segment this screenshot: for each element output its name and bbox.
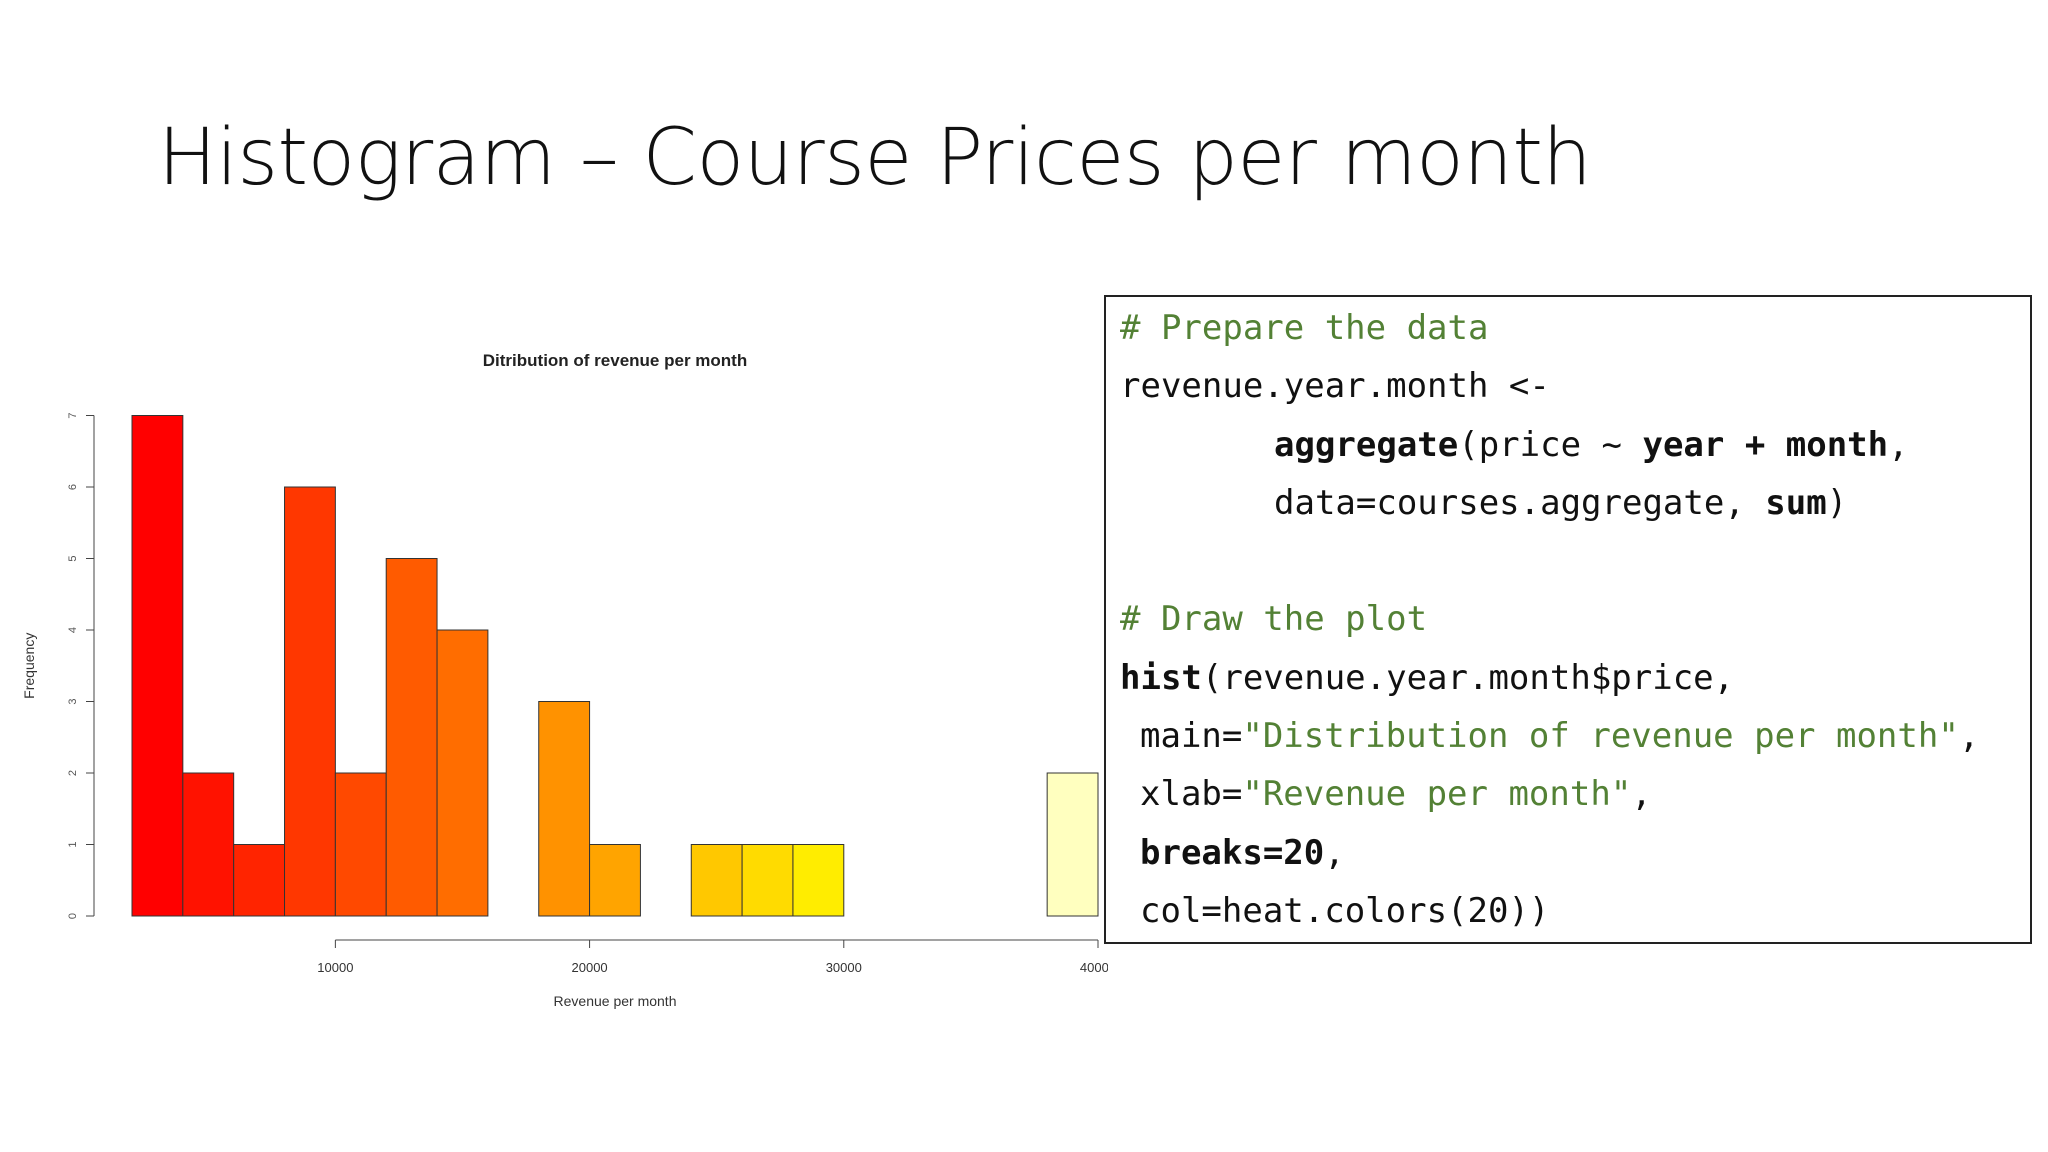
histogram-bar-13 <box>792 844 845 917</box>
code-lines: # Prepare the data revenue.year.month <- a… <box>1120 299 2030 940</box>
histogram-bar-8 <box>538 701 591 917</box>
histogram-bar-18 <box>1046 772 1099 917</box>
code-text: ) <box>1826 482 1848 523</box>
code-string: "Distribution of revenue per month" <box>1242 716 1959 757</box>
code-line: breaks=20, <box>1120 824 2030 882</box>
histogram-bar-5 <box>385 558 438 917</box>
code-line: main="Distribution of revenue per month"… <box>1120 707 2030 765</box>
histogram-svg: Ditribution of revenue per month Revenue… <box>21 351 1108 1009</box>
y-tick-label: 6 <box>67 484 79 490</box>
x-tick-label: 10000 <box>317 960 353 975</box>
code-comment: # Prepare the data <box>1120 308 1489 348</box>
code-line: revenue.year.month <- <box>1120 357 2030 415</box>
y-tick-label: 3 <box>67 698 79 704</box>
code-text: , <box>1324 832 1345 873</box>
code-block: # Prepare the data revenue.year.month <- a… <box>1104 295 2032 944</box>
y-tick-label: 4 <box>67 627 79 633</box>
x-tick-label: 20000 <box>572 960 608 975</box>
code-line <box>1120 532 2030 590</box>
histogram-chart: Ditribution of revenue per month Revenue… <box>8 320 1108 1152</box>
histogram-bar-9 <box>589 844 641 917</box>
histogram-bar-4 <box>334 772 387 917</box>
code-line: aggregate(price ~ year + month, <box>1120 416 2030 474</box>
histogram-bar-2 <box>233 844 286 917</box>
code-keyword: hist <box>1120 657 1202 698</box>
y-tick-label: 7 <box>67 412 79 418</box>
histogram-bar-11 <box>690 844 743 917</box>
y-tick-label: 0 <box>67 913 79 919</box>
code-text: (revenue.year.month$price, <box>1201 657 1735 698</box>
y-axis: 0 1 2 3 4 5 6 7 <box>67 412 95 919</box>
code-line: hist(revenue.year.month$price, <box>1120 649 2030 707</box>
code-text: xlab= <box>1140 774 1243 815</box>
code-keyword: sum <box>1765 482 1827 523</box>
code-text: , <box>1631 774 1652 815</box>
code-line: data=courses.aggregate, sum) <box>1120 474 2030 532</box>
y-tick-label: 2 <box>67 770 79 776</box>
y-tick-label: 1 <box>67 841 79 847</box>
x-axis-label: Revenue per month <box>554 993 677 1009</box>
y-tick-label: 5 <box>67 555 79 561</box>
code-text: , <box>1888 424 1909 465</box>
code-string: "Revenue per month" <box>1242 774 1632 815</box>
code-keyword: breaks=20 <box>1140 832 1325 873</box>
code-comment: # Draw the plot <box>1120 599 1428 640</box>
code-text: main= <box>1140 716 1243 757</box>
code-line: # Prepare the data <box>1120 299 2030 357</box>
x-tick-label: 30000 <box>826 960 862 975</box>
code-keyword: year + month <box>1642 424 1889 465</box>
chart-title: Ditribution of revenue per month <box>483 351 747 370</box>
code-line: # Draw the plot <box>1120 590 2030 648</box>
code-text: (price ~ <box>1458 424 1643 465</box>
code-text: , <box>1958 716 1980 757</box>
code-text: col=heat.colors(20)) <box>1140 890 1550 931</box>
histogram-bar-1 <box>182 772 235 917</box>
y-axis-label: Frequency <box>21 633 37 699</box>
histogram-bar-0 <box>131 415 184 917</box>
code-text: data=courses.aggregate, <box>1274 482 1766 523</box>
histogram-bar-3 <box>284 486 336 917</box>
histogram-bars <box>131 415 1099 917</box>
code-keyword: aggregate <box>1274 424 1459 465</box>
slide-title: Histogram – Course Prices per month <box>158 113 1592 203</box>
code-line: xlab="Revenue per month", <box>1120 765 2030 823</box>
code-text: revenue.year.month <- <box>1120 366 1550 407</box>
histogram-bar-6 <box>436 629 489 917</box>
code-line: col=heat.colors(20)) <box>1120 882 2030 940</box>
histogram-bar-12 <box>741 844 794 917</box>
